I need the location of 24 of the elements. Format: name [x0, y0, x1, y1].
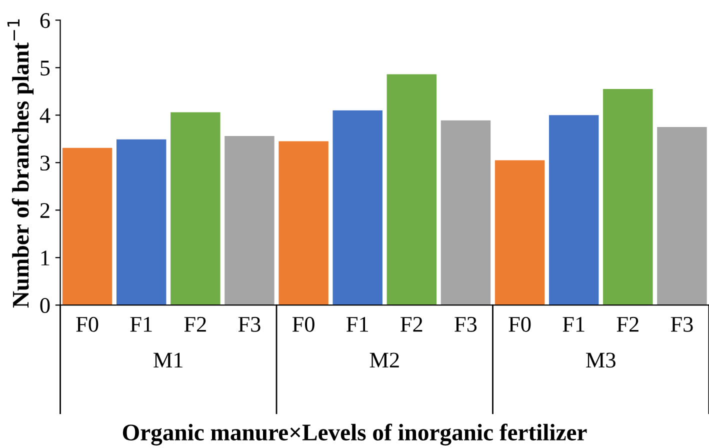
x-tick-label: F1 — [346, 316, 368, 332]
y-tick-label: 5 — [40, 60, 50, 76]
x-tick-label: F3 — [238, 316, 260, 332]
y-tick-label: 6 — [40, 13, 50, 28]
y-tick-label: 0 — [40, 298, 50, 314]
y-tick-label: 1 — [41, 250, 50, 266]
x-tick-label: F1 — [562, 316, 584, 332]
x-tick-label: F2 — [400, 316, 422, 332]
y-tick-label: 4 — [40, 108, 50, 123]
x-axis-title: Organic manure×Levels of inorganic fertilizer — [122, 424, 587, 446]
x-tick-label: F0 — [292, 316, 314, 332]
x-tick-label: F0 — [508, 316, 531, 332]
y-tick-label: 2 — [40, 203, 50, 218]
y-tick-label: 3 — [40, 156, 50, 171]
x-tick-label: F0 — [76, 316, 98, 332]
text: M1 — [154, 352, 182, 368]
x-tick-label: F3 — [670, 316, 693, 332]
x-tick-label: F2 — [616, 316, 638, 332]
y-axis-title: Number of branches plant$^{−1}$ — [7, 19, 34, 308]
text: M3 — [586, 352, 616, 368]
text: M2 — [370, 352, 399, 368]
x-tick-label: F3 — [454, 316, 477, 332]
x-tick-label: F2 — [184, 316, 206, 332]
x-tick-label: F1 — [130, 316, 152, 332]
